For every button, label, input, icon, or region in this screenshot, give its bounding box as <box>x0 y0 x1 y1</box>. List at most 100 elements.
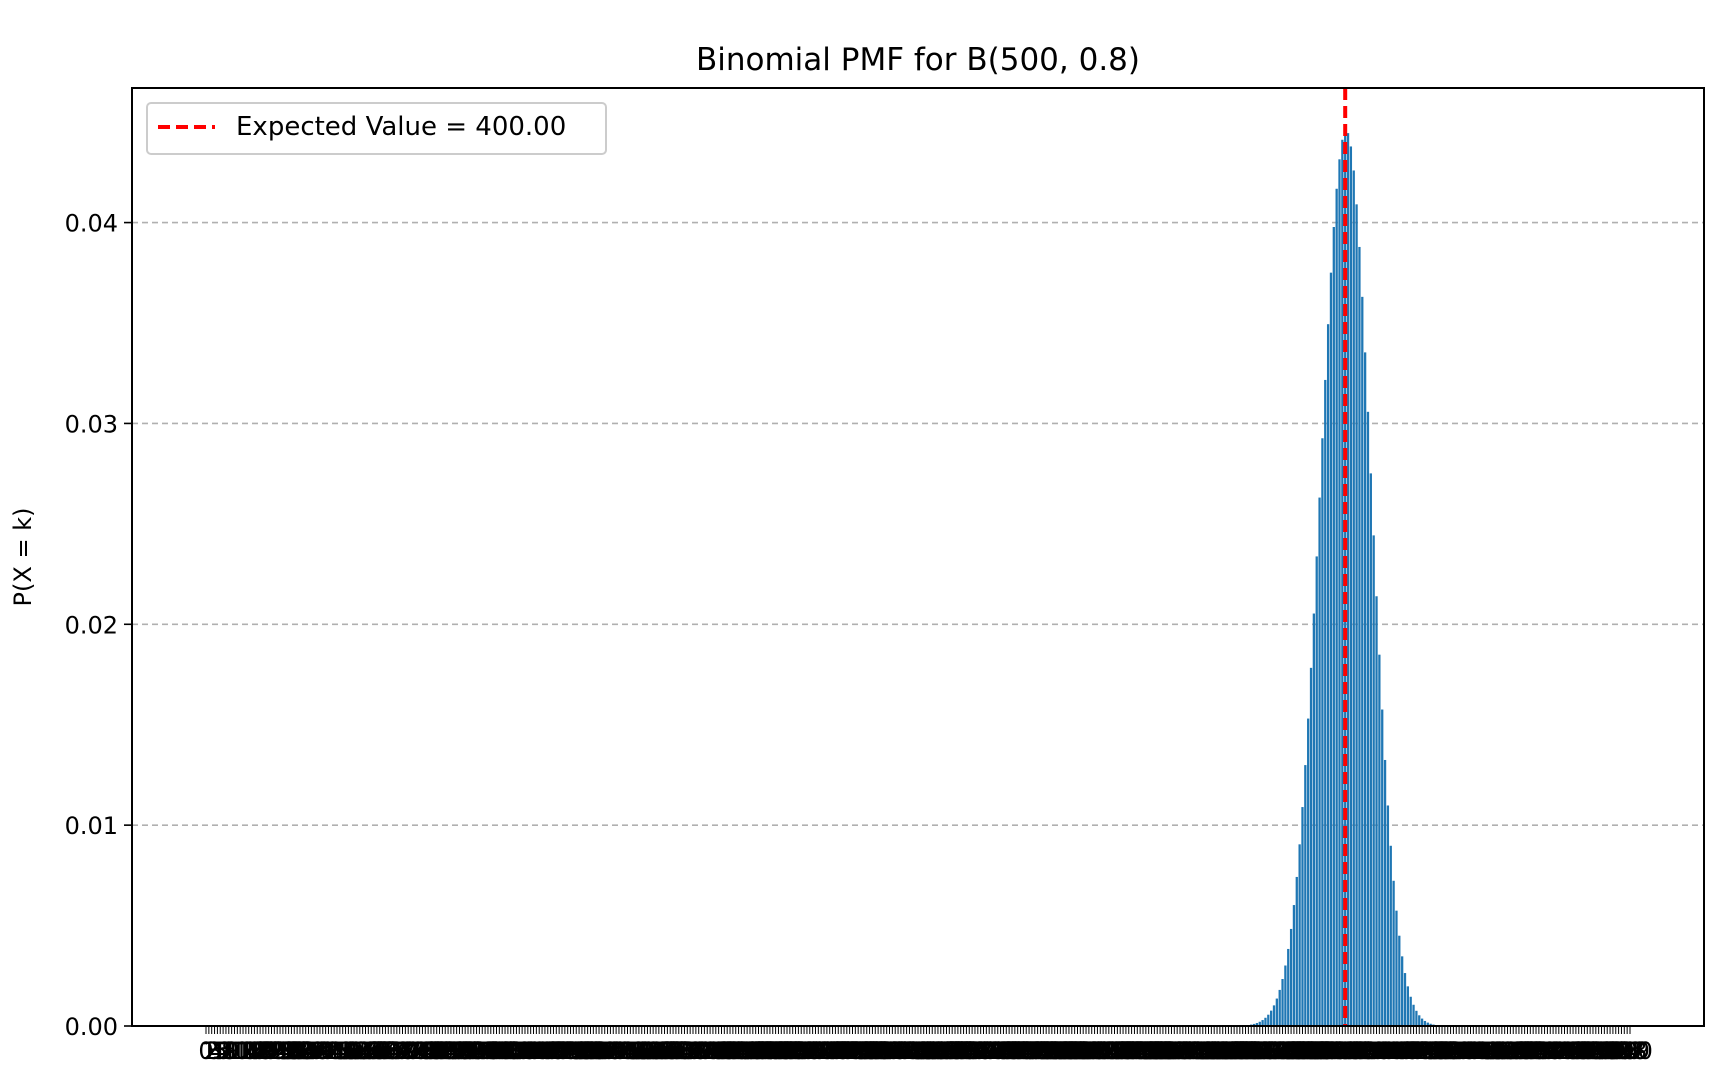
x-tick-label: 346 <box>1169 1037 1215 1065</box>
x-tick-label: 391 <box>1297 1037 1343 1065</box>
bar <box>1415 1010 1418 1026</box>
x-tick-label: 40 <box>305 1037 336 1065</box>
x-tick-label: 326 <box>1112 1037 1158 1065</box>
x-tick-label: 83 <box>427 1037 458 1065</box>
x-tick-label: 350 <box>1180 1037 1226 1065</box>
bar <box>1272 1005 1276 1026</box>
x-tick-label: 283 <box>989 1037 1035 1065</box>
bar <box>1315 556 1318 1026</box>
x-tick-label: 52 <box>339 1037 370 1065</box>
x-tick-label: 441 <box>1439 1037 1485 1065</box>
x-tick-label: 369 <box>1234 1037 1280 1065</box>
x-tick-label: 477 <box>1542 1037 1588 1065</box>
x-tick-label: 288 <box>1003 1037 1049 1065</box>
x-tick-label: 205 <box>767 1037 813 1065</box>
x-tick-label: 257 <box>915 1037 961 1065</box>
x-tick-label: 376 <box>1254 1037 1300 1065</box>
x-tick-label: 84 <box>430 1037 461 1065</box>
x-tick-label: 153 <box>619 1037 665 1065</box>
x-tick-label: 38 <box>299 1037 330 1065</box>
x-tick-label: 341 <box>1154 1037 1200 1065</box>
x-tick-label: 359 <box>1206 1037 1252 1065</box>
x-tick-label: 475 <box>1536 1037 1582 1065</box>
x-tick-label: 385 <box>1280 1037 1326 1065</box>
x-tick-label: 221 <box>813 1037 859 1065</box>
x-tick-label: 117 <box>516 1037 562 1065</box>
x-tick-label: 476 <box>1539 1037 1585 1065</box>
x-tick-label: 36 <box>293 1037 324 1065</box>
x-tick-label: 418 <box>1374 1037 1420 1065</box>
bar <box>1267 1014 1270 1026</box>
x-tick-label: 195 <box>738 1037 784 1065</box>
bar <box>1304 765 1307 1026</box>
x-tick-label: 499 <box>1604 1037 1650 1065</box>
x-tick-label: 387 <box>1285 1037 1331 1065</box>
x-tick-label: 479 <box>1547 1037 1593 1065</box>
x-tick-label: 88 <box>441 1037 472 1065</box>
x-tick-label: 428 <box>1402 1037 1448 1065</box>
x-tick-label: 396 <box>1311 1037 1357 1065</box>
x-tick-label: 7 <box>218 1037 233 1065</box>
x-tick-label: 224 <box>821 1037 867 1065</box>
x-tick-label: 116 <box>513 1037 559 1065</box>
x-tick-label: 78 <box>413 1037 444 1065</box>
bar <box>1426 1022 1429 1026</box>
x-tick-label: 398 <box>1317 1037 1363 1065</box>
x-tick-label: 18 <box>242 1037 273 1065</box>
x-tick-label: 310 <box>1066 1037 1112 1065</box>
x-tick-label: 491 <box>1581 1037 1627 1065</box>
bar <box>1264 1017 1267 1026</box>
x-tick-label: 492 <box>1584 1037 1630 1065</box>
x-tick-label: 434 <box>1419 1037 1465 1065</box>
x-tick-label: 63 <box>370 1037 401 1065</box>
x-tick-label: 382 <box>1271 1037 1317 1065</box>
x-tick-label: 156 <box>627 1037 673 1065</box>
x-tick-label: 423 <box>1388 1037 1434 1065</box>
x-tick-label: 339 <box>1149 1037 1195 1065</box>
x-tick-label: 240 <box>867 1037 913 1065</box>
x-tick-label: 246 <box>884 1037 930 1065</box>
x-tick-label: 109 <box>494 1037 540 1065</box>
x-tick-label: 22 <box>253 1037 284 1065</box>
x-tick-label: 209 <box>778 1037 824 1065</box>
x-tick-label: 410 <box>1351 1037 1397 1065</box>
x-tick-label: 76 <box>407 1037 438 1065</box>
x-tick-label: 82 <box>424 1037 455 1065</box>
x-tick-label: 446 <box>1453 1037 1499 1065</box>
x-tick-label: 349 <box>1177 1037 1223 1065</box>
x-tick-label: 46 <box>322 1037 353 1065</box>
x-tick-label: 268 <box>946 1037 992 1065</box>
x-tick-label: 90 <box>447 1037 478 1065</box>
x-tick-label: 266 <box>941 1037 987 1065</box>
x-tick-label: 133 <box>562 1037 608 1065</box>
x-tick-label: 35 <box>290 1037 321 1065</box>
x-tick-label: 296 <box>1026 1037 1072 1065</box>
x-tick-label: 374 <box>1248 1037 1294 1065</box>
x-tick-label: 134 <box>565 1037 611 1065</box>
x-tick-label: 486 <box>1567 1037 1613 1065</box>
x-tick-label: 325 <box>1109 1037 1155 1065</box>
x-tick-label: 175 <box>681 1037 727 1065</box>
x-tick-label: 456 <box>1482 1037 1528 1065</box>
x-tick-label: 174 <box>679 1037 725 1065</box>
x-tick-label: 193 <box>733 1037 779 1065</box>
x-tick-label: 389 <box>1291 1037 1337 1065</box>
bar <box>1307 718 1310 1026</box>
x-tick-label: 194 <box>736 1037 782 1065</box>
x-tick-label: 23 <box>256 1037 287 1065</box>
x-tick-label: 231 <box>841 1037 887 1065</box>
x-tick-label: 77 <box>410 1037 441 1065</box>
x-tick-label: 149 <box>607 1037 653 1065</box>
y-axis-label: P(X = k) <box>9 508 37 607</box>
x-tick-label: 412 <box>1356 1037 1402 1065</box>
x-tick-label: 340 <box>1151 1037 1197 1065</box>
bar <box>1324 379 1327 1027</box>
x-tick-label: 496 <box>1596 1037 1642 1065</box>
x-tick-label: 372 <box>1243 1037 1289 1065</box>
x-tick-label: 348 <box>1174 1037 1220 1065</box>
x-tick-label: 45 <box>319 1037 350 1065</box>
x-tick-label: 9 <box>224 1037 239 1065</box>
bar <box>1358 246 1361 1026</box>
x-tick-label: 118 <box>519 1037 565 1065</box>
x-tick-label: 159 <box>636 1037 682 1065</box>
